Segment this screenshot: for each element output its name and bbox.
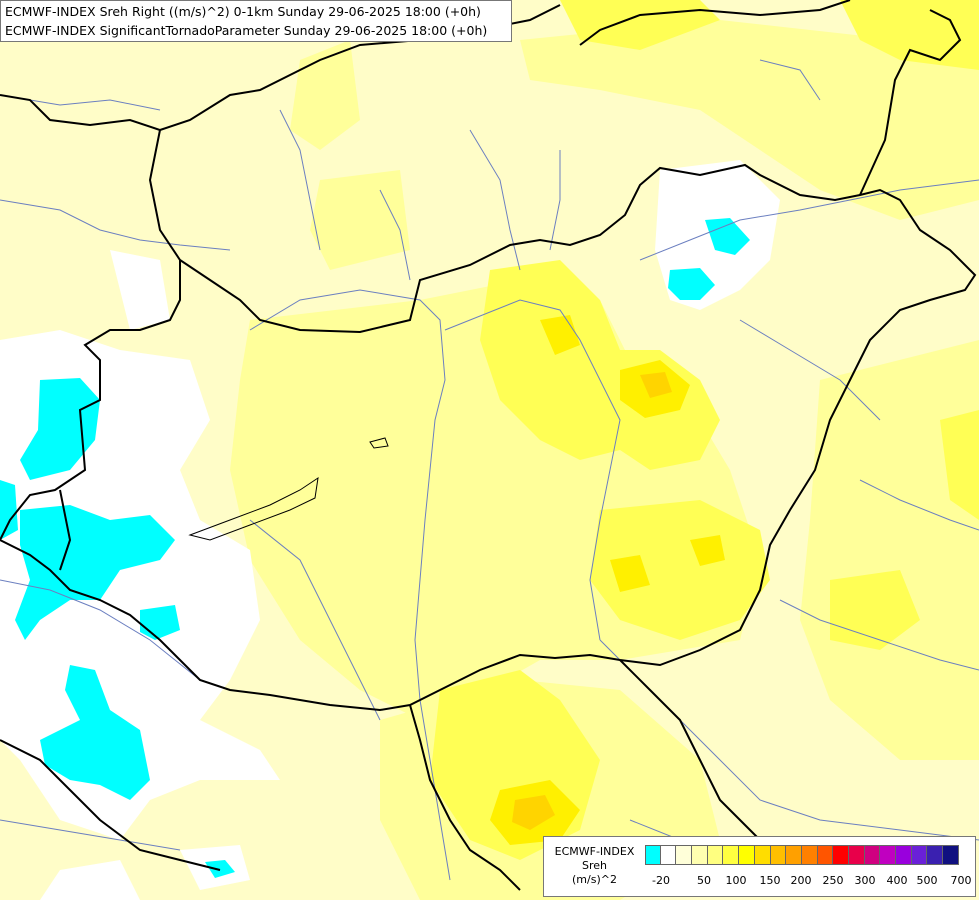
legend-tick-label: 300 xyxy=(854,874,876,887)
legend-swatch xyxy=(707,845,724,865)
legend-swatch xyxy=(739,845,755,865)
legend-swatch xyxy=(676,845,693,865)
legend-swatch xyxy=(754,845,771,865)
legend-swatch xyxy=(645,845,661,865)
legend-tick-label: 500 xyxy=(916,874,938,887)
legend-ticks: -20 50 100 150 200 250 300 400 500 700 xyxy=(645,874,975,890)
legend-tick-label: 150 xyxy=(759,874,781,887)
small-lake xyxy=(369,437,389,449)
legend-tick-label: -20 xyxy=(652,874,670,887)
legend-title-unit: (m/s)^2 xyxy=(572,873,617,886)
legend-swatch xyxy=(692,845,708,865)
legend-swatch xyxy=(801,845,818,865)
legend-title: ECMWF-INDEX Sreh (m/s)^2 xyxy=(548,845,641,887)
legend-swatch xyxy=(770,845,787,865)
sreh-field-gold xyxy=(512,372,672,830)
legend-swatch xyxy=(817,845,834,865)
legend-swatch xyxy=(786,845,802,865)
legend-swatch xyxy=(833,845,849,865)
legend-tick-label: 100 xyxy=(725,874,747,887)
legend-swatch xyxy=(848,845,865,865)
legend-tick-label: 50 xyxy=(697,874,711,887)
legend-swatch xyxy=(723,845,740,865)
map-title-line-1: ECMWF-INDEX Sreh Right ((m/s)^2) 0-1km S… xyxy=(5,4,481,19)
legend-tick-label: 200 xyxy=(790,874,812,887)
legend-title-parameter: Sreh xyxy=(581,859,607,872)
rivers xyxy=(0,59,979,881)
legend-swatch xyxy=(864,845,881,865)
legend-swatch xyxy=(660,845,677,865)
legend-tick-label: 250 xyxy=(822,874,844,887)
map-title-line-2: ECMWF-INDEX SignificantTornadoParameter … xyxy=(5,23,488,38)
legend-swatch xyxy=(927,845,944,865)
legend-swatch xyxy=(943,845,959,865)
legend-tick-label: 700 xyxy=(950,874,972,887)
lake-balaton xyxy=(188,476,319,541)
sreh-field-cyan xyxy=(0,218,750,878)
map-title-box: ECMWF-INDEX Sreh Right ((m/s)^2) 0-1km S… xyxy=(0,0,512,42)
legend-swatch xyxy=(911,845,928,865)
legend-swatches xyxy=(645,845,959,865)
color-legend: ECMWF-INDEX Sreh (m/s)^2 -20 50 100 150 200 2… xyxy=(543,836,976,897)
legend-swatch xyxy=(880,845,896,865)
legend-title-source: ECMWF-INDEX xyxy=(554,845,635,858)
legend-tick-label: 400 xyxy=(886,874,908,887)
legend-swatch xyxy=(896,845,912,865)
